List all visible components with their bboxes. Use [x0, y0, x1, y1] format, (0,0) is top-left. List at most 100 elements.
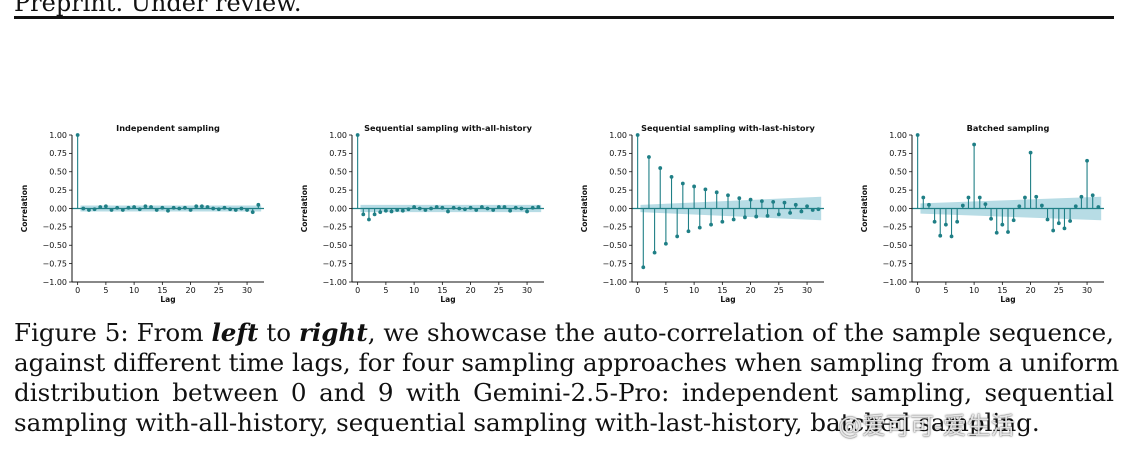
acf-chart-sequential-all-history: −1.00 −0.75 −0.50 −0.25 0.00 0.25 0.50 0.75 1.00… [300, 123, 544, 304]
x-tick-label: 20 [1025, 286, 1035, 295]
acf-point [972, 142, 977, 147]
acf-point [361, 212, 366, 217]
caption-line: sampling with-all-history, sequential sa… [14, 408, 1114, 438]
acf-point [1034, 194, 1039, 199]
acf-point [669, 174, 674, 179]
caption-line: distribution between 0 and 9 with Gemini… [14, 378, 1114, 408]
acf-point [199, 204, 204, 209]
acf-point [692, 184, 697, 189]
x-axis-label: Lag [1000, 295, 1015, 304]
x-tick-label: 15 [157, 286, 167, 295]
x-tick-label: 5 [943, 286, 948, 295]
y-axis-label: Correlation [20, 185, 29, 232]
y-tick-label: −0.75 [322, 259, 347, 268]
y-tick-label: −0.75 [602, 259, 627, 268]
acf-point [166, 208, 170, 213]
y-tick-label: −0.75 [882, 259, 907, 268]
acf-point [955, 219, 960, 224]
y-tick-label: −0.25 [602, 223, 627, 232]
acf-point [1073, 204, 1078, 209]
acf-point [714, 190, 719, 195]
acf-point [513, 205, 518, 210]
acf-point [1090, 193, 1095, 198]
y-tick-label: −0.50 [322, 241, 347, 250]
caption-emphasis: left [211, 318, 259, 347]
y-tick-label: 1.00 [889, 131, 907, 140]
x-tick-label: 15 [717, 286, 727, 295]
x-tick-label: 10 [409, 286, 419, 295]
acf-point [737, 196, 742, 201]
acf-point [743, 215, 747, 220]
acf-point [143, 204, 148, 209]
y-tick-label: 0.25 [329, 186, 347, 195]
acf-point [799, 209, 804, 214]
caption-text: against different time lags, for four sa… [14, 348, 1120, 377]
y-tick-label: 1.00 [329, 131, 347, 140]
acf-point [383, 208, 388, 213]
acf-point [154, 208, 159, 212]
acf-point [188, 208, 193, 212]
chart-title: Independent sampling [116, 123, 220, 133]
acf-point [423, 208, 428, 212]
acf-point [949, 234, 954, 239]
acf-point [457, 206, 462, 211]
acf-point [720, 219, 725, 224]
caption-text: distribution between 0 and 9 with Gemini… [14, 378, 1114, 407]
acf-point [1028, 150, 1033, 155]
x-tick-label: 25 [494, 286, 504, 295]
acf-point [782, 200, 787, 205]
acf-point [194, 204, 199, 209]
acf-point [658, 166, 663, 170]
acf-chart-independent: −1.00 −0.75 −0.50 −0.25 0.00 0.25 0.50 0.75 1.00… [20, 123, 264, 304]
acf-point [915, 133, 920, 137]
acf-point [788, 211, 793, 215]
acf-chart-sequential-last-history: −1.00 −0.75 −0.50 −0.25 0.00 0.25 0.50 0.75 1.00… [580, 123, 824, 304]
acf-point [989, 216, 993, 221]
x-tick-label: 30 [802, 286, 812, 295]
x-tick-label: 30 [242, 286, 252, 295]
x-tick-label: 15 [437, 286, 447, 295]
acf-point [765, 213, 770, 218]
y-tick-label: 0.00 [609, 204, 627, 213]
acf-point [1000, 222, 1005, 227]
acf-point [641, 265, 646, 270]
acf-point [508, 208, 513, 213]
acf-point [536, 205, 541, 209]
acf-point [680, 181, 685, 186]
acf-point [759, 199, 764, 204]
y-tick-label: 0.75 [889, 149, 907, 158]
acf-point [468, 205, 473, 210]
acf-point [943, 222, 948, 227]
acf-point [75, 133, 80, 137]
y-tick-label: −1.00 [42, 278, 67, 287]
acf-chart-batched: −1.00 −0.75 −0.50 −0.25 0.00 0.25 0.50 0.75 1.00… [860, 123, 1104, 304]
acf-point [177, 206, 182, 211]
x-tick-label: 25 [774, 286, 784, 295]
y-tick-label: −1.00 [322, 278, 347, 287]
y-tick-label: −0.25 [882, 223, 907, 232]
caption-text: Figure 5: From [14, 318, 212, 347]
acf-point [994, 230, 999, 235]
acf-point [635, 133, 640, 137]
chart-title: Sequential sampling with-all-history [364, 123, 532, 133]
figure-caption: Figure 5: From left to right, we showcas… [14, 318, 1119, 438]
acf-point [126, 205, 131, 210]
x-tick-label: 10 [969, 286, 979, 295]
acf-point [395, 208, 400, 212]
acf-point [463, 207, 467, 212]
x-tick-label: 10 [689, 286, 699, 295]
acf-point [525, 209, 529, 214]
acf-point [703, 187, 708, 192]
x-tick-label: 15 [997, 286, 1007, 295]
x-axis-label: Lag [440, 295, 455, 304]
acf-point [205, 205, 210, 209]
acf-point [109, 208, 114, 212]
acf-point [1062, 226, 1067, 231]
y-tick-label: −0.50 [42, 241, 67, 250]
acf-point [810, 208, 815, 212]
caption-line: Figure 5: From left to right, we showcas… [14, 318, 1114, 348]
y-axis-label: Correlation [580, 185, 589, 232]
y-tick-label: −0.50 [602, 241, 627, 250]
acf-point [1039, 203, 1044, 208]
acf-point [1085, 158, 1089, 163]
